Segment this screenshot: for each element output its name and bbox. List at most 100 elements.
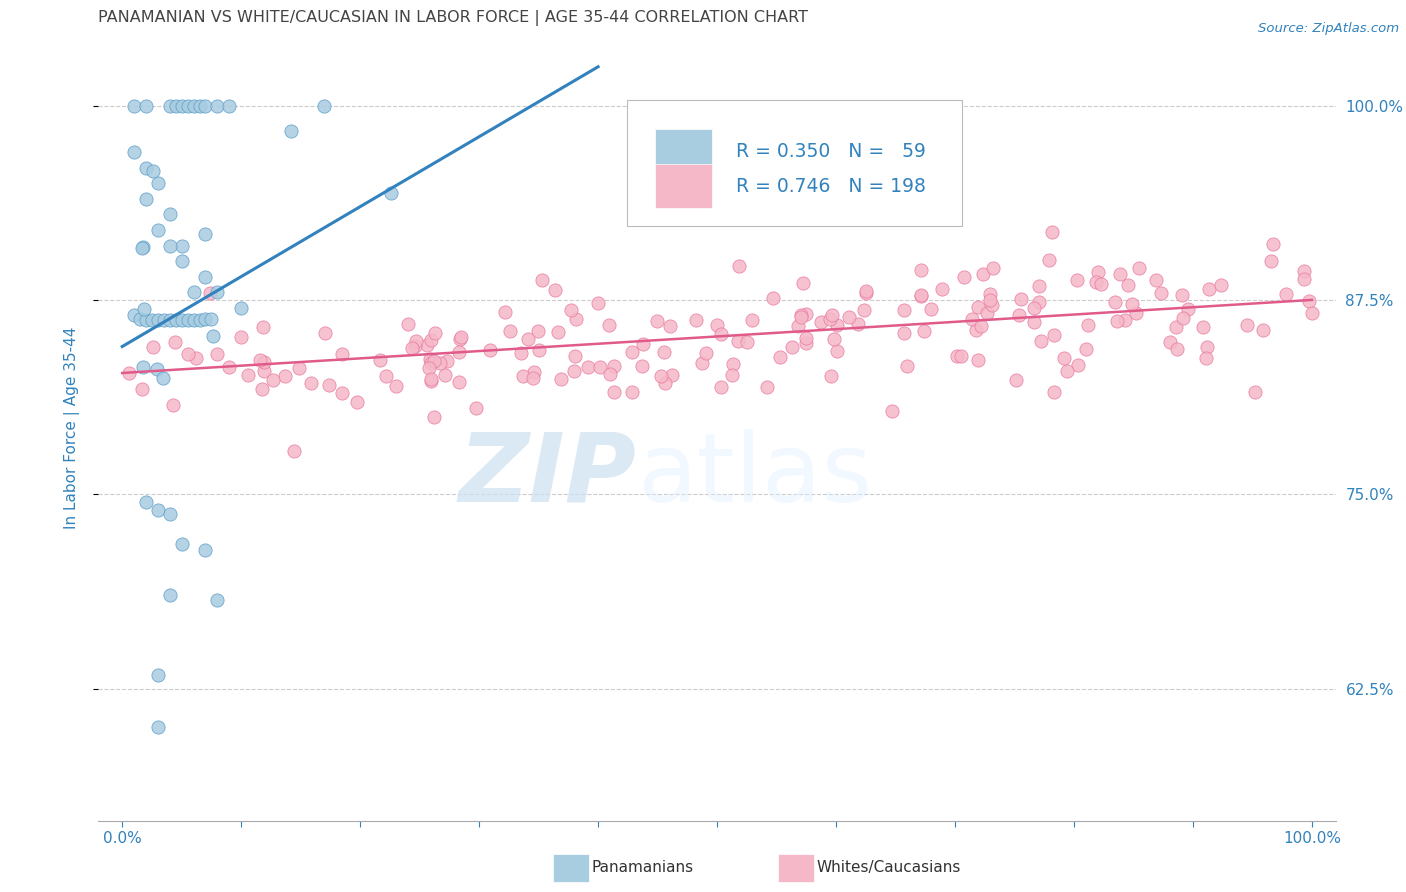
Point: [792, 276, 814, 290]
Point: [586, 296, 609, 310]
Point: [419, 356, 441, 370]
Point: [976, 305, 998, 319]
Point: [299, 376, 322, 390]
Point: [494, 305, 516, 319]
Text: ZIP: ZIP: [458, 429, 637, 522]
Point: [1292, 263, 1315, 277]
Point: [685, 313, 707, 327]
Point: [1260, 253, 1282, 268]
Point: [165, 313, 187, 327]
Point: [422, 353, 444, 368]
Text: PANAMANIAN VS WHITE/CAUCASIAN IN LABOR FORCE | AGE 35-44 CORRELATION CHART: PANAMANIAN VS WHITE/CAUCASIAN IN LABOR F…: [98, 10, 808, 26]
Point: [1077, 318, 1099, 333]
Point: [170, 238, 193, 252]
Point: [401, 341, 423, 355]
Point: [132, 302, 155, 317]
Point: [330, 386, 353, 401]
Point: [965, 323, 987, 337]
Point: [1125, 306, 1147, 320]
Point: [1298, 294, 1320, 309]
Point: [658, 319, 681, 334]
Point: [396, 317, 419, 331]
Point: [1008, 308, 1031, 322]
Point: [796, 335, 818, 350]
Point: [405, 334, 427, 348]
Point: [910, 288, 932, 302]
Point: [827, 318, 849, 333]
Point: [920, 301, 942, 316]
Point: [447, 345, 470, 359]
Point: [1090, 277, 1112, 292]
Point: [603, 359, 626, 373]
Point: [368, 352, 391, 367]
Point: [818, 311, 841, 326]
Point: [1171, 311, 1194, 326]
Point: [194, 543, 217, 558]
Point: [821, 308, 844, 322]
Point: [650, 369, 672, 384]
Point: [838, 310, 860, 324]
Point: [723, 357, 745, 371]
Point: [523, 365, 546, 379]
Point: [1198, 282, 1220, 296]
Point: [1159, 334, 1181, 349]
Point: [1087, 265, 1109, 279]
Point: [910, 262, 932, 277]
Point: [375, 369, 398, 384]
Y-axis label: In Labor Force | Age 35-44: In Labor Force | Age 35-44: [65, 327, 80, 529]
Point: [727, 259, 749, 273]
Point: [1121, 297, 1143, 311]
Point: [769, 351, 792, 365]
Point: [201, 328, 224, 343]
Point: [853, 302, 876, 317]
Point: [165, 98, 187, 112]
Point: [135, 98, 157, 112]
Point: [146, 223, 169, 237]
Point: [1195, 339, 1218, 353]
Point: [274, 369, 297, 384]
Point: [135, 192, 157, 206]
Point: [910, 288, 932, 302]
Point: [621, 384, 644, 399]
Point: [980, 298, 1002, 312]
Point: [789, 308, 811, 322]
Point: [529, 343, 551, 357]
Point: [418, 360, 440, 375]
Point: [135, 313, 157, 327]
Point: [170, 254, 193, 268]
Point: [159, 313, 181, 327]
Point: [170, 537, 193, 551]
Point: [142, 164, 165, 178]
Point: [252, 320, 274, 334]
Point: [652, 344, 675, 359]
Point: [588, 359, 610, 374]
Point: [131, 241, 153, 255]
Point: [434, 368, 457, 382]
Point: [170, 313, 193, 327]
Point: [794, 308, 817, 322]
Point: [560, 303, 582, 318]
Point: [966, 353, 988, 368]
Point: [152, 371, 174, 385]
Point: [1038, 252, 1060, 267]
Point: [1043, 384, 1066, 399]
Text: R = 0.746   N = 198: R = 0.746 N = 198: [735, 177, 925, 196]
Point: [229, 330, 252, 344]
Point: [979, 286, 1001, 301]
Point: [710, 326, 733, 341]
FancyBboxPatch shape: [627, 100, 962, 227]
Point: [159, 238, 181, 252]
Point: [188, 313, 211, 327]
FancyBboxPatch shape: [655, 164, 711, 209]
Point: [631, 337, 654, 351]
Point: [825, 343, 848, 358]
Point: [132, 360, 155, 375]
Point: [970, 318, 993, 333]
Point: [547, 325, 569, 339]
Point: [562, 364, 585, 378]
Point: [1195, 351, 1218, 365]
Point: [735, 335, 758, 350]
Point: [218, 360, 240, 375]
Point: [423, 326, 446, 340]
Point: [314, 326, 336, 341]
